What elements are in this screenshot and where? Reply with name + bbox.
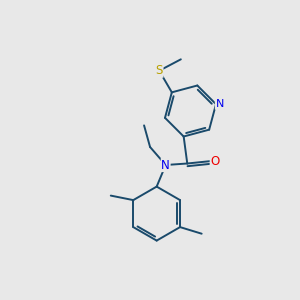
- Text: N: N: [215, 99, 224, 109]
- Text: N: N: [161, 158, 170, 172]
- Text: S: S: [155, 64, 163, 77]
- Text: O: O: [210, 154, 220, 168]
